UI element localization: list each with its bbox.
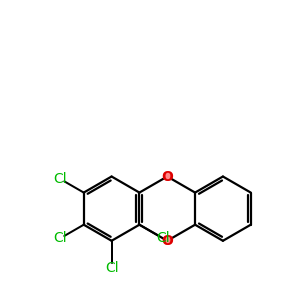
Text: Cl: Cl — [156, 231, 170, 245]
Circle shape — [163, 172, 171, 181]
Text: O: O — [161, 234, 173, 248]
Circle shape — [163, 237, 171, 245]
Text: O: O — [161, 169, 173, 184]
Text: Cl: Cl — [53, 172, 67, 186]
Text: Cl: Cl — [105, 261, 118, 275]
Text: Cl: Cl — [53, 231, 67, 245]
